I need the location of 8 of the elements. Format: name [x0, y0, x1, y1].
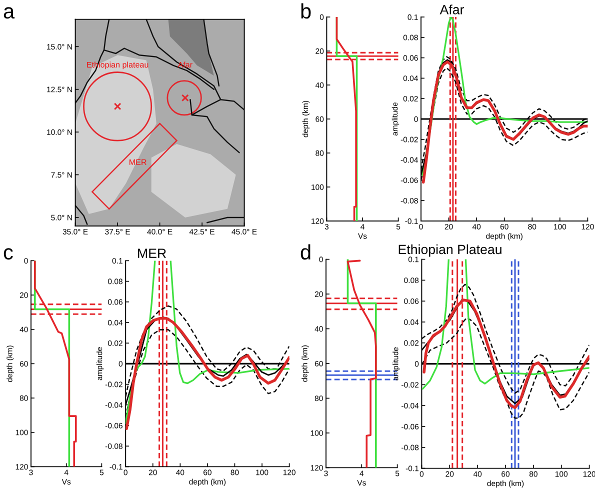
chart-title: Afar — [440, 4, 464, 14]
chart-title: MER — [138, 248, 166, 258]
text: b — [301, 3, 311, 19]
chart-title: Ethiopian Plateau — [398, 244, 502, 257]
text: a — [4, 7, 15, 19]
text: d — [300, 244, 310, 260]
annotation: MER — [130, 159, 146, 165]
text: c — [4, 248, 13, 260]
